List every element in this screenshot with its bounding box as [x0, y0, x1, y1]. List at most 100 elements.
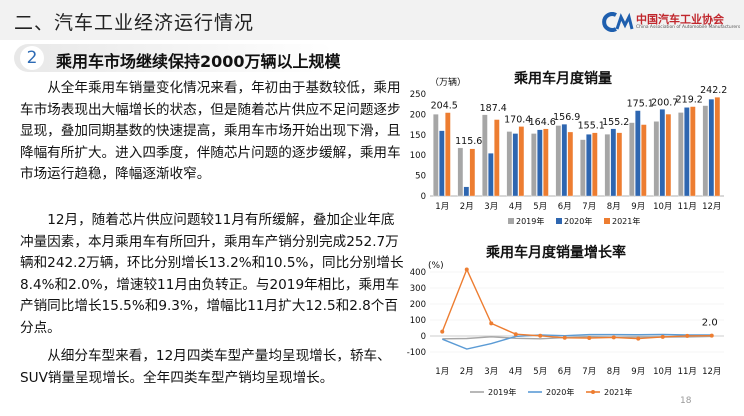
bar-2019年-10月 — [653, 121, 660, 197]
bar-2019年-6月 — [555, 125, 562, 197]
bar-y-tick-label: 100 — [410, 151, 426, 161]
bar-2021年-4月 — [518, 126, 525, 197]
line-point-2021年 — [685, 333, 690, 338]
line-x-tick-label: 11月 — [678, 367, 697, 377]
line-legend-label: 2021年 — [604, 387, 632, 397]
bar-2020年-2月 — [463, 186, 470, 197]
line-point-2021年 — [611, 335, 616, 340]
bar-2021年-11月 — [690, 106, 696, 197]
bar-data-label: 155.1 — [578, 121, 605, 132]
line-legend-label: 2019年 — [488, 387, 516, 397]
line-x-tick-label: 7月 — [582, 367, 596, 377]
line-x-tick-label: 6月 — [558, 367, 572, 377]
bar-2020年-8月 — [610, 128, 617, 197]
bar-x-tick-label: 11月 — [678, 202, 697, 212]
bar-2021年-1月 — [445, 112, 451, 197]
paragraph-1: 从全年乘用车销量变化情况来看，年初由于基数较低，乘用车市场表现出大幅增长的状态，… — [20, 80, 401, 182]
bar-x-tick-label: 6月 — [558, 202, 572, 212]
bar-2019年-9月 — [629, 122, 635, 197]
bar-data-label: 204.5 — [431, 101, 458, 112]
line-y-tick-label: 100 — [410, 316, 426, 326]
bar-data-label: 170.4 — [504, 114, 531, 125]
line-point-2021年 — [660, 334, 665, 339]
bar-x-tick-label: 7月 — [582, 202, 596, 212]
paragraph-2: 12月，随着芯片供应问题较11月有所缓解，叠加企业年底冲量因素，本月乘用车有所回… — [20, 212, 404, 336]
bar-legend-swatch-2021年 — [604, 218, 610, 224]
line-point-2021年 — [636, 336, 641, 341]
bar-x-tick-label: 10月 — [653, 202, 672, 212]
line-y-tick-label: 0 — [421, 332, 426, 342]
section-bar — [14, 44, 334, 72]
bar-2021年-8月 — [616, 132, 623, 197]
bar-2020年-6月 — [561, 124, 568, 197]
line-point-2021年 — [538, 333, 543, 338]
bar-data-label: 115.6 — [455, 136, 482, 147]
bar-x-tick-label: 4月 — [509, 202, 523, 212]
paragraph-3: 从细分车型来看，12月四类车型产量均呈现增长，轿车、SUV销量呈现增长。全年四类… — [20, 348, 391, 386]
line-chart-title: 乘用车月度销量增长率 — [486, 245, 626, 261]
bar-x-tick-label: 8月 — [607, 202, 621, 212]
line-legend-marker — [591, 390, 595, 394]
line-x-tick-label: 9月 — [631, 367, 645, 377]
bar-y-tick-label: 250 — [410, 90, 426, 100]
bar-x-tick-label: 2月 — [460, 202, 474, 212]
line-point-2021年 — [489, 321, 494, 326]
line-y-unit-label: (%) — [428, 261, 444, 271]
section-number: 2 — [20, 46, 44, 70]
bar-2019年-3月 — [482, 114, 488, 197]
bar-2020年-10月 — [659, 109, 666, 197]
bar-y-tick-label: 200 — [410, 110, 426, 120]
bar-data-label: 242.2 — [700, 85, 727, 96]
bar-2021年-2月 — [469, 148, 476, 197]
bar-2020年-7月 — [586, 134, 592, 197]
bar-x-tick-label: 9月 — [631, 202, 645, 212]
bar-2019年-11月 — [678, 112, 684, 197]
bar-data-label: 200.7 — [651, 97, 678, 108]
line-x-tick-label: 12月 — [702, 367, 721, 377]
line-x-tick-label: 4月 — [509, 367, 523, 377]
bar-data-label: 175.1 — [627, 99, 654, 110]
line-y-tick-label: -100 — [407, 348, 426, 358]
bar-data-label: 219.2 — [676, 95, 703, 106]
page-number: 18 — [680, 396, 692, 406]
bar-2020年-1月 — [439, 130, 445, 197]
bar-chart-title: 乘用车月度销量 — [514, 71, 612, 87]
bar-x-tick-label: 12月 — [702, 202, 721, 212]
bar-x-tick-label: 5月 — [533, 202, 547, 212]
bar-2021年-6月 — [567, 131, 574, 197]
logo-cn-text: 中国汽车工业协会 — [636, 13, 724, 26]
bar-2019年-2月 — [457, 147, 464, 197]
bar-data-label: 187.4 — [480, 103, 507, 114]
bar-data-label: 164.6 — [529, 117, 556, 128]
line-y-tick-label: 400 — [410, 268, 426, 278]
bar-2021年-10月 — [665, 113, 672, 197]
bar-2020年-5月 — [537, 129, 543, 197]
bar-y-tick-label: 0 — [421, 192, 426, 202]
bar-2019年-5月 — [531, 133, 537, 197]
line-y-tick-label: 200 — [410, 300, 426, 310]
line-point-2021年 — [440, 329, 445, 334]
line-point-2021年 — [513, 332, 518, 337]
bar-2019年-8月 — [604, 134, 611, 197]
bar-2020年-9月 — [635, 110, 641, 197]
bar-x-tick-label: 3月 — [484, 202, 498, 212]
bar-2020年-3月 — [488, 153, 494, 197]
page-title: 二、汽车工业经济运行情况 — [14, 12, 255, 34]
logo-en-text: China Association of Automobile Manufact… — [636, 25, 741, 30]
line-x-tick-label: 2月 — [460, 367, 474, 377]
bar-y-unit-label: （万辆） — [430, 76, 466, 88]
bar-legend-swatch-2020年 — [556, 218, 562, 224]
line-series-2020年 — [442, 333, 712, 350]
bar-2020年-12月 — [708, 98, 715, 197]
line-x-tick-label: 8月 — [607, 367, 621, 377]
bar-data-label: 156.9 — [553, 112, 580, 123]
bar-2020年-4月 — [512, 133, 519, 197]
bar-data-label: 155.2 — [602, 117, 629, 128]
line-data-label: 2.0 — [702, 318, 718, 329]
line-point-2021年 — [587, 335, 592, 340]
bar-2021年-3月 — [494, 119, 500, 197]
bar-2019年-12月 — [702, 105, 709, 197]
bar-legend-swatch-2019年 — [508, 218, 514, 224]
line-y-tick-label: 300 — [410, 284, 426, 294]
